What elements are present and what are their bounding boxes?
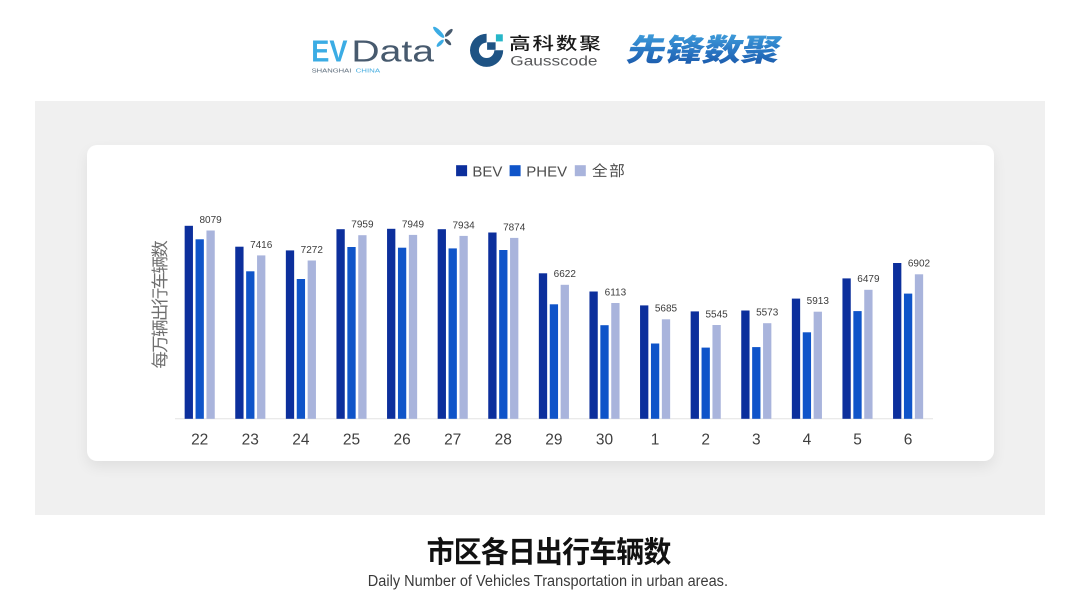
- svg-text:5573: 5573: [756, 308, 779, 319]
- svg-text:Gausscode: Gausscode: [510, 53, 597, 68]
- svg-text:30: 30: [596, 432, 614, 449]
- svg-text:22: 22: [191, 432, 208, 449]
- svg-text:6622: 6622: [554, 269, 577, 280]
- svg-text:6: 6: [904, 432, 913, 449]
- svg-text:26: 26: [393, 432, 410, 449]
- svg-text:6113: 6113: [605, 287, 627, 298]
- svg-text:29: 29: [545, 432, 562, 449]
- svg-text:8079: 8079: [199, 215, 222, 226]
- svg-text:24: 24: [292, 432, 310, 449]
- svg-text:Data: Data: [351, 34, 435, 69]
- svg-text:27: 27: [444, 432, 461, 449]
- svg-text:BEV: BEV: [472, 163, 502, 180]
- svg-text:6902: 6902: [908, 259, 931, 270]
- svg-text:6479: 6479: [857, 274, 880, 285]
- svg-text:EV: EV: [311, 34, 347, 69]
- svg-text:7949: 7949: [402, 219, 425, 230]
- svg-text:23: 23: [242, 432, 259, 449]
- svg-text:3: 3: [752, 432, 761, 449]
- svg-text:25: 25: [343, 432, 360, 449]
- svg-text:7959: 7959: [351, 220, 374, 231]
- svg-text:7272: 7272: [301, 245, 324, 256]
- svg-text:5685: 5685: [655, 304, 678, 315]
- svg-text:7874: 7874: [503, 222, 526, 233]
- svg-text:7416: 7416: [250, 240, 273, 251]
- svg-text:Daily Number of Vehicles Trans: Daily Number of Vehicles Transportation …: [368, 573, 728, 590]
- svg-text:PHEV: PHEV: [526, 163, 567, 180]
- svg-text:5545: 5545: [705, 309, 728, 320]
- svg-text:CHINA: CHINA: [356, 69, 382, 75]
- svg-text:5913: 5913: [807, 296, 830, 307]
- svg-text:1: 1: [651, 432, 660, 449]
- svg-text:28: 28: [495, 432, 512, 449]
- svg-text:SHANGHAI: SHANGHAI: [312, 69, 352, 75]
- svg-text:5: 5: [853, 432, 862, 449]
- svg-text:4: 4: [803, 432, 812, 449]
- svg-text:7934: 7934: [452, 220, 475, 231]
- svg-text:2: 2: [701, 432, 710, 449]
